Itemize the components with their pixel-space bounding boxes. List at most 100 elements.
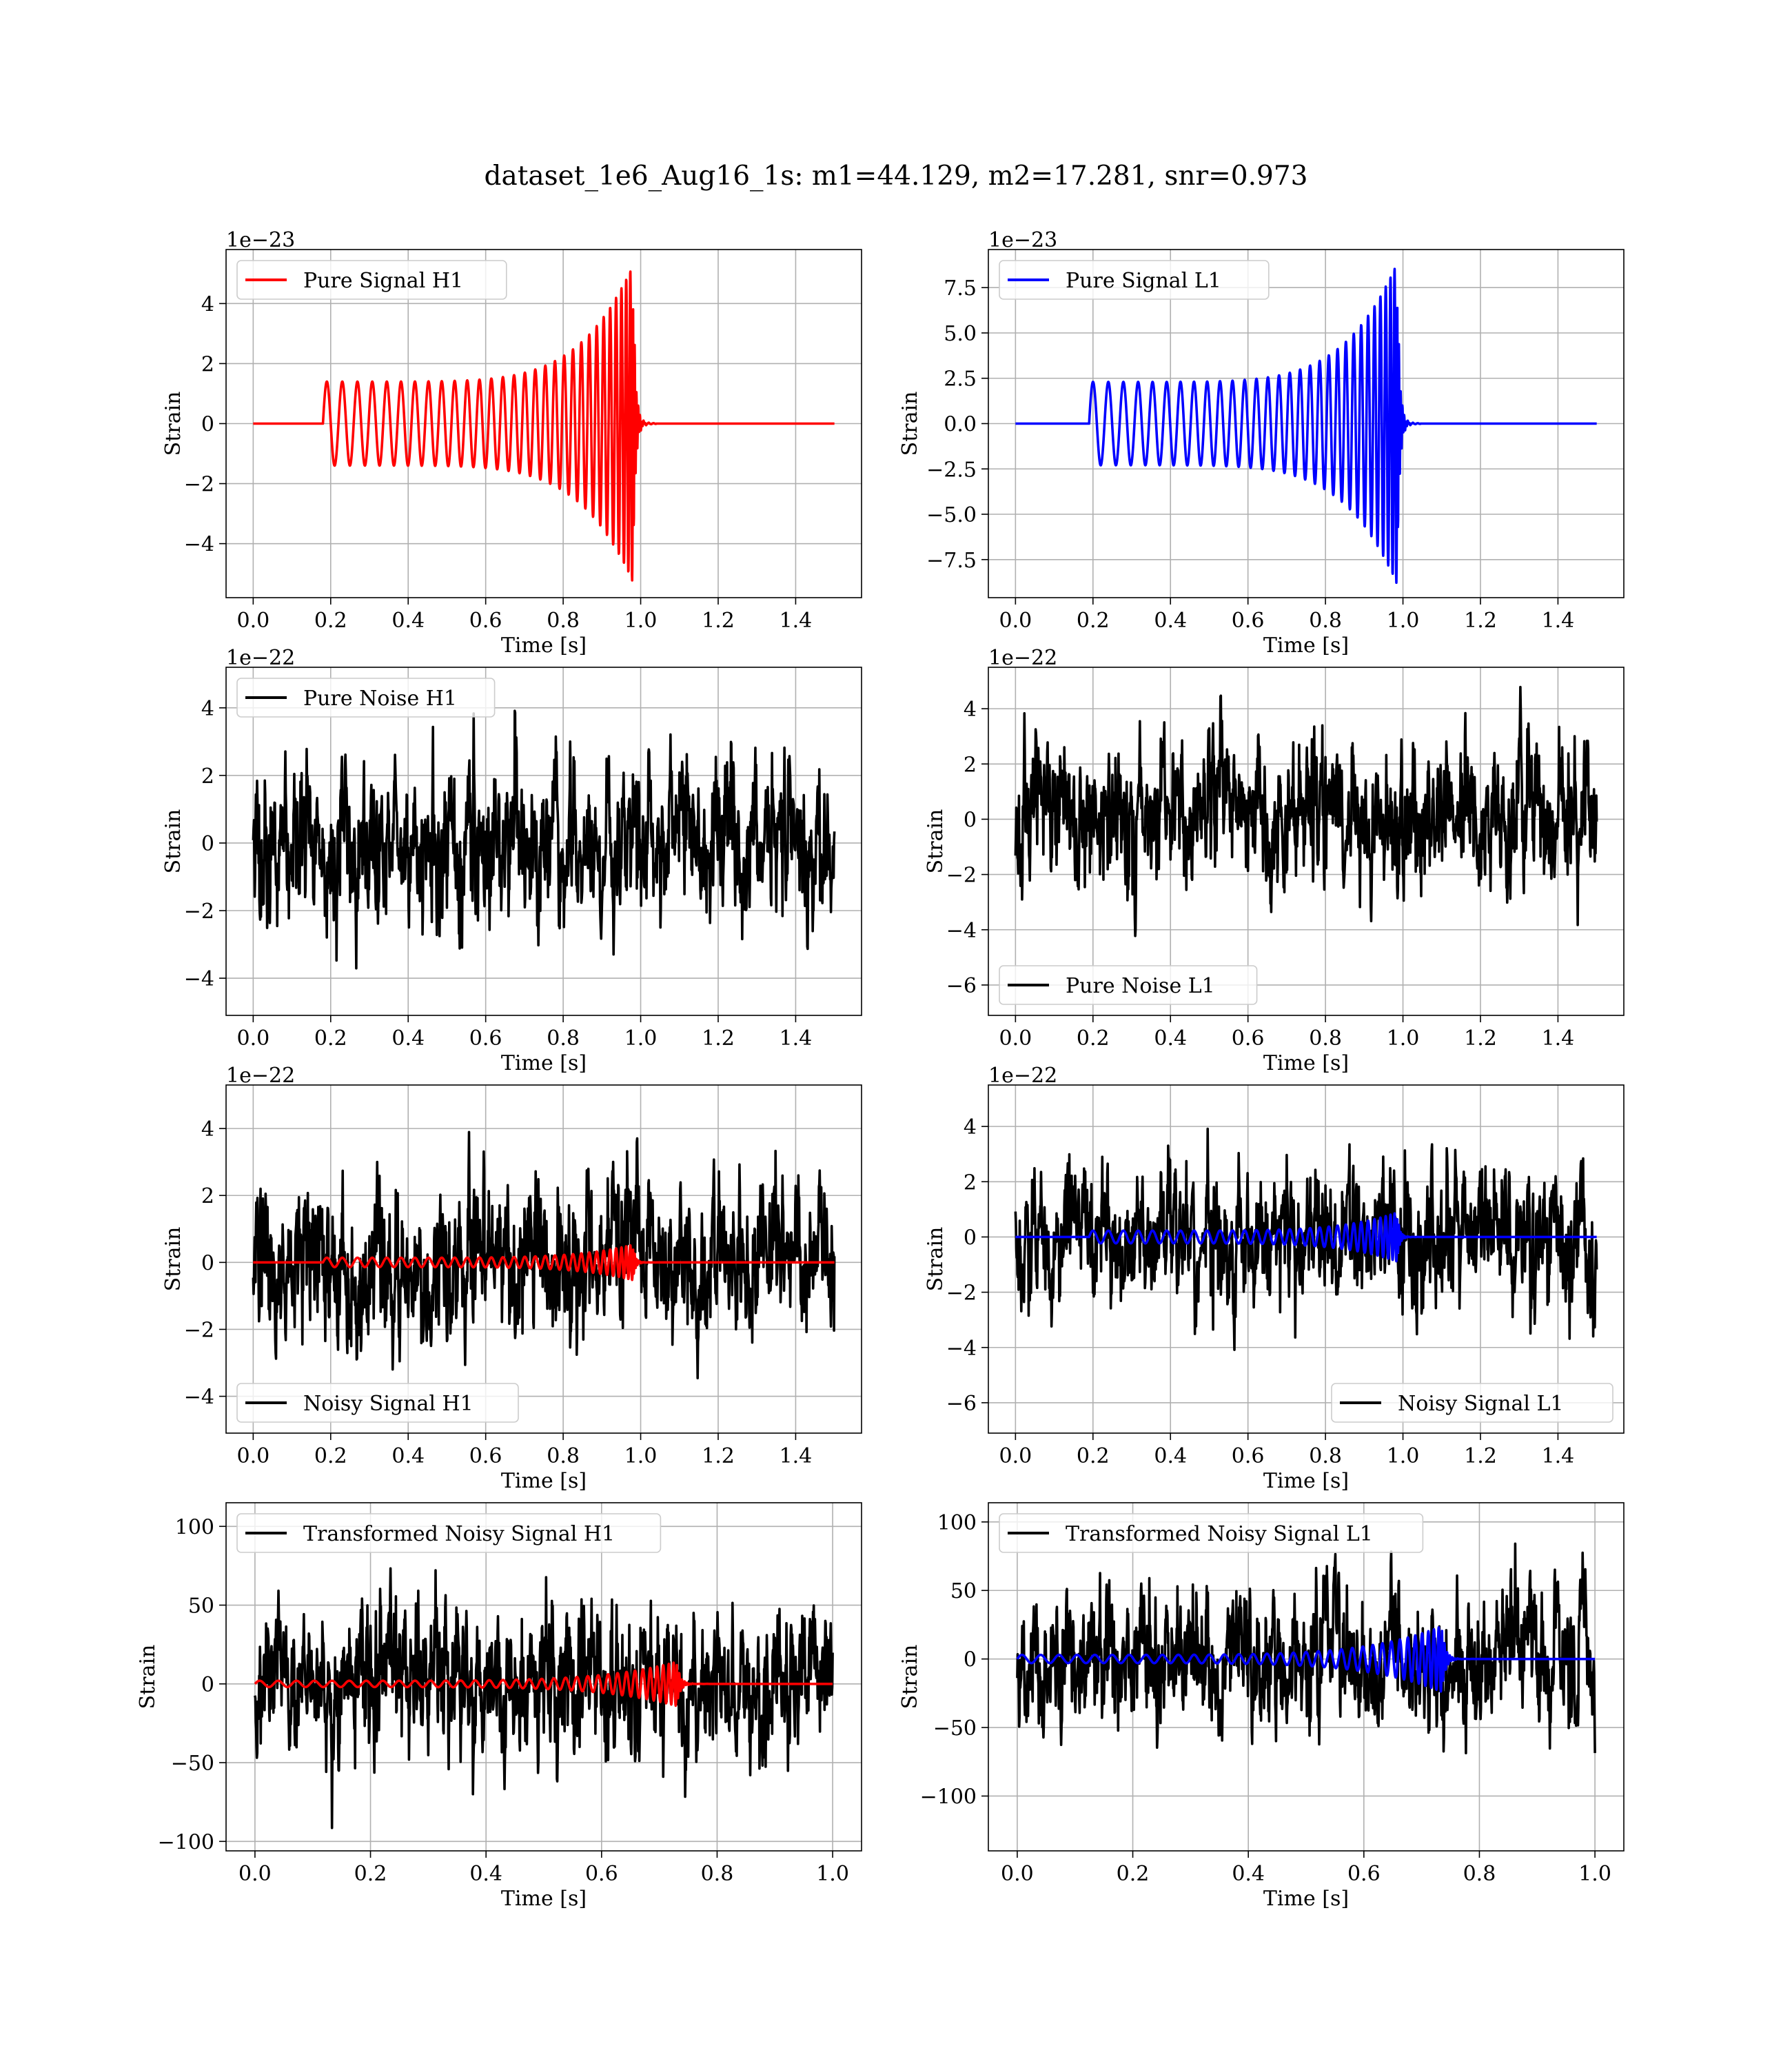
x-axis-label: Time [s]: [501, 1051, 587, 1075]
series-line-0: [1014, 267, 1598, 585]
x-tick-label: 1.4: [780, 1026, 813, 1051]
y-tick-label: −4: [184, 533, 214, 557]
x-tick-label: 1.0: [624, 1444, 658, 1468]
subplot-noisy-signal-h1: 0.0 0.2 0.4 0.6 0.8 1.0 1.2 1.4 −4 −2 0 2 4 Time [s] S…: [161, 1064, 862, 1493]
y-axis-label: Strain: [161, 392, 185, 456]
axes-frame: [988, 667, 1625, 1016]
x-tick-label: 1.4: [780, 609, 813, 633]
x-tick-label: 0.8: [547, 609, 580, 633]
y-tick-label: −2: [946, 1281, 977, 1306]
x-tick-label: 1.2: [1464, 1026, 1497, 1051]
y-tick-label: 2: [964, 1170, 977, 1195]
figure-title: dataset_1e6_Aug16_1s: m1=44.129, m2=17.2…: [485, 161, 1308, 192]
x-tick-label: 1.0: [624, 1026, 658, 1051]
plot-area: [252, 709, 836, 970]
x-tick-label: 1.2: [702, 1026, 735, 1051]
x-tick-label: 1.4: [1542, 1444, 1575, 1468]
y-tick-label: 4: [201, 1117, 214, 1142]
y-tick-label: −6: [946, 1392, 977, 1416]
x-tick-label: 0.2: [1077, 1444, 1110, 1468]
legend: Pure Noise H1: [236, 678, 496, 718]
x-tick-label: 0.4: [1154, 1026, 1187, 1051]
x-tick-label: 0.2: [314, 609, 347, 633]
x-tick-label: 0.0: [238, 1862, 272, 1886]
legend-box: [999, 260, 1270, 300]
series-line-1: [1016, 1625, 1596, 1693]
ticks: 0.0 0.2 0.4 0.6 0.8 1.0 1.2 1.4 −6 −4 −2 0 2 4: [946, 1115, 1575, 1468]
axes-frame: [988, 1084, 1625, 1434]
legend-box: [999, 965, 1258, 1005]
series-line-1: [252, 1244, 836, 1281]
legend-box: [1331, 1383, 1613, 1423]
subplot-pure-signal-l1: 0.0 0.2 0.4 0.6 0.8 1.0 1.2 1.4 −7.5 −5.0 −2.5 0.0 2…: [898, 228, 1625, 658]
offset-text: 1e−22: [226, 646, 295, 670]
x-tick-label: 0.8: [1463, 1862, 1496, 1886]
x-tick-label: 1.2: [1464, 609, 1497, 633]
plot-area: [252, 270, 836, 582]
subplot-pure-signal-h1: 0.0 0.2 0.4 0.6 0.8 1.0 1.2 1.4 −4 −2 0 2 4 Time [s] S…: [161, 228, 862, 658]
x-tick-label: 0.6: [469, 1444, 502, 1468]
x-tick-label: 0.0: [236, 1444, 269, 1468]
y-axis-label: Strain: [898, 1645, 922, 1710]
x-tick-label: 0.6: [469, 1026, 502, 1051]
y-tick-label: −50: [171, 1752, 214, 1776]
series-line-0: [252, 1131, 836, 1380]
series-line-1: [1014, 1212, 1598, 1263]
legend-label: Noisy Signal H1: [303, 1392, 474, 1416]
y-tick-label: 0.0: [944, 413, 977, 437]
y-tick-label: 100: [175, 1515, 214, 1539]
legend-label: Pure Signal L1: [1066, 269, 1221, 293]
axes-frame: [988, 1502, 1625, 1852]
series-line-0: [252, 270, 836, 582]
legend-label: Transformed Noisy Signal L1: [1066, 1522, 1373, 1546]
x-tick-label: 1.0: [624, 609, 658, 633]
legend-label: Pure Signal H1: [303, 269, 463, 293]
y-tick-label: 5.0: [944, 322, 977, 346]
y-tick-label: −2: [946, 864, 977, 888]
x-tick-label: 1.2: [1464, 1444, 1497, 1468]
x-tick-label: 1.0: [1387, 1444, 1420, 1468]
x-tick-label: 0.8: [1309, 609, 1342, 633]
x-axis-label: Time [s]: [1263, 633, 1349, 658]
x-tick-label: 0.6: [1232, 609, 1265, 633]
y-tick-label: 2.5: [944, 367, 977, 392]
offset-text: 1e−22: [988, 1064, 1057, 1088]
legend: Pure Signal L1: [999, 260, 1270, 300]
legend: Noisy Signal H1: [236, 1383, 519, 1423]
subplot-pure-noise-h1: 0.0 0.2 0.4 0.6 0.8 1.0 1.2 1.4 −4 −2 0 2 4 Time [s] S…: [161, 646, 862, 1075]
legend-label: Pure Noise H1: [303, 687, 457, 711]
x-tick-label: 0.0: [999, 1444, 1032, 1468]
y-tick-label: 2: [201, 764, 214, 789]
y-tick-label: 50: [950, 1579, 977, 1603]
x-tick-label: 0.2: [1117, 1862, 1150, 1886]
y-tick-label: 0: [201, 413, 214, 437]
axes-frame: [225, 1502, 862, 1852]
x-tick-label: 0.2: [314, 1026, 347, 1051]
ticks: 0.0 0.2 0.4 0.6 0.8 1.0 1.2 1.4 −6 −4 −2 0 2 4: [946, 698, 1575, 1051]
ticks: 0.0 0.2 0.4 0.6 0.8 1.0 −100 −50 0 50 100: [920, 1511, 1611, 1886]
x-tick-label: 0.4: [391, 1444, 425, 1468]
y-tick-label: −5.0: [926, 503, 977, 527]
y-tick-label: 50: [188, 1594, 214, 1619]
legend: Pure Noise L1: [999, 965, 1258, 1005]
y-tick-label: 4: [964, 698, 977, 722]
y-axis-label: Strain: [161, 1227, 185, 1292]
y-axis-label: Strain: [924, 1227, 948, 1292]
x-axis-label: Time [s]: [501, 1469, 587, 1493]
y-tick-label: −6: [946, 974, 977, 998]
ticks: 0.0 0.2 0.4 0.6 0.8 1.0 −100 −50 0 50 100: [158, 1515, 849, 1886]
legend: Pure Signal H1: [236, 260, 507, 300]
axes-frame: [225, 667, 862, 1016]
y-tick-label: −2: [184, 473, 214, 497]
x-tick-label: 0.0: [236, 609, 269, 633]
x-tick-label: 0.6: [469, 609, 502, 633]
x-tick-label: 0.8: [701, 1862, 734, 1886]
grid: [988, 667, 1624, 1015]
ticks: 0.0 0.2 0.4 0.6 0.8 1.0 1.2 1.4 −7.5 −5.0 −2.5 0.0 2…: [926, 276, 1574, 633]
x-tick-label: 0.2: [1077, 1026, 1110, 1051]
y-tick-label: −2: [184, 900, 214, 924]
y-tick-label: 7.5: [944, 276, 977, 301]
offset-text: 1e−22: [988, 646, 1057, 670]
y-tick-label: 0: [964, 1648, 977, 1672]
y-tick-label: −50: [933, 1716, 977, 1741]
